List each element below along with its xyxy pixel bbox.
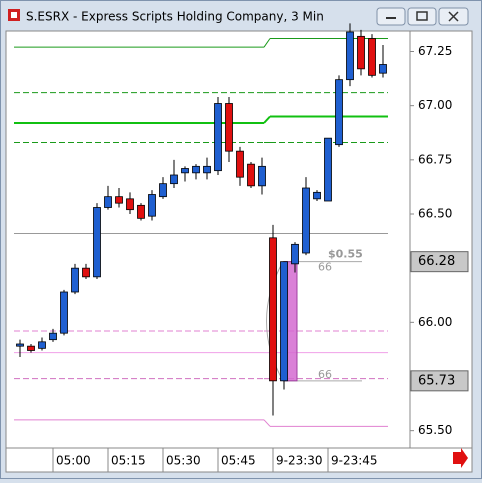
candle-body	[368, 38, 376, 76]
candle-body	[38, 341, 46, 349]
candle-body	[324, 137, 332, 202]
measure-count: 66	[318, 261, 332, 274]
plot: 67.2567.0066.7566.5066.0065.50$0.5566660…	[14, 23, 469, 472]
y-tick-label: 67.25	[418, 44, 452, 58]
minimize-icon	[386, 17, 396, 19]
x-tick-label: 9-23:30	[276, 454, 323, 468]
level-join	[263, 38, 271, 48]
x-tick-label: 05:15	[111, 454, 146, 468]
candle-body	[203, 165, 211, 174]
chart-area	[5, 30, 473, 473]
y-tick-label: 67.00	[418, 98, 452, 112]
y-tick-label: 66.50	[418, 207, 452, 221]
candle-body	[335, 79, 343, 146]
price-marker-label: 65.73	[418, 373, 455, 388]
window-buttons[interactable]	[376, 7, 469, 26]
candle-body	[192, 165, 200, 174]
x-tick-label: 05:00	[56, 454, 91, 468]
scroll-arrow[interactable]	[453, 448, 468, 468]
candle-body	[247, 163, 255, 187]
y-tick-label: 66.75	[418, 152, 452, 166]
candle-body	[126, 198, 134, 211]
candle-body	[16, 343, 24, 347]
maximize-button[interactable]	[407, 7, 437, 26]
candle-body	[302, 187, 310, 254]
candle-body	[258, 165, 266, 187]
candle-body	[170, 174, 178, 185]
candle-body	[214, 103, 222, 172]
candle-body	[148, 194, 156, 217]
x-tick-label: 05:30	[166, 454, 201, 468]
measure-amount: $0.55	[328, 248, 363, 261]
price-marker	[410, 251, 469, 273]
window-title: S.ESRX - Express Scripts Holding Company…	[26, 10, 324, 24]
candle-body	[269, 237, 277, 382]
candle-body	[60, 291, 68, 334]
close-icon	[448, 11, 459, 22]
candle-body	[82, 267, 90, 278]
minimize-button[interactable]	[376, 7, 406, 26]
candle-body	[346, 31, 354, 81]
candle-body	[357, 35, 365, 70]
app-icon-inner	[11, 12, 17, 18]
candle-body	[280, 261, 288, 382]
level-join	[263, 419, 271, 427]
x-tick-label: 05:45	[221, 454, 256, 468]
candle-body	[291, 243, 299, 265]
candle-body	[225, 103, 233, 152]
x-tick-label: 9-23:45	[331, 454, 378, 468]
candle-body	[27, 345, 35, 351]
price-marker	[410, 370, 469, 392]
candle-body	[313, 191, 321, 200]
candle-body	[137, 204, 145, 219]
candle-body	[71, 267, 79, 293]
candle-body	[181, 168, 189, 174]
level-join	[263, 115, 271, 124]
price-marker-label: 66.28	[418, 254, 455, 269]
maximize-icon	[416, 11, 428, 21]
y-tick-label: 65.50	[418, 423, 452, 437]
measure-count: 66	[318, 368, 332, 381]
candle-body	[236, 150, 244, 178]
candle-body	[159, 183, 167, 198]
candle-body	[93, 207, 101, 278]
candle-body	[115, 196, 123, 204]
candle-body	[104, 196, 112, 208]
y-tick-label: 66.00	[418, 315, 452, 329]
candle-body	[49, 332, 57, 341]
candle-body	[379, 64, 387, 74]
